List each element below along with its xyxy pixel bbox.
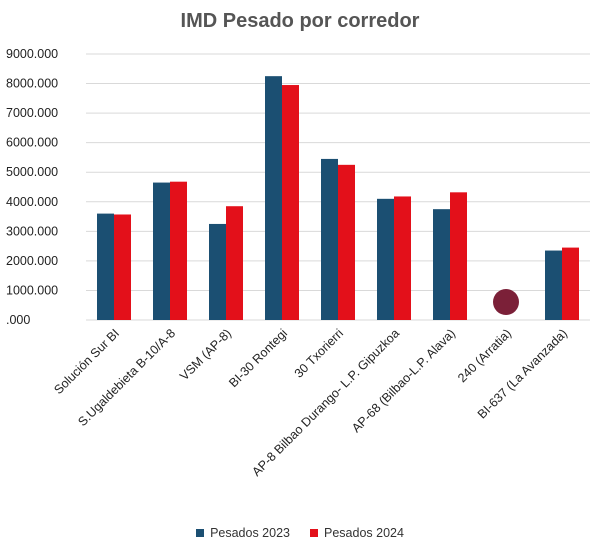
y-tick-label: .000 [6,313,30,327]
legend-swatch-2024 [310,529,318,537]
x-tick-label: VSM (AP-8) [177,326,234,383]
x-tick-label: AP-68 (Bilbao-L.P. Alava) [349,326,458,435]
bar-2023 [433,209,450,320]
y-tick-label: 1000.000 [6,283,58,297]
y-tick-label: 9000.000 [6,47,58,61]
legend: Pesados 2023 Pesados 2024 [0,526,600,540]
bar-2024 [394,196,411,320]
bar-2024 [114,214,131,320]
bar-2023 [209,223,226,320]
bar-2023 [545,250,562,320]
y-tick-label: 6000.000 [6,136,58,150]
bar-2024 [338,164,355,320]
bar-2024 [450,192,467,320]
bar-2024 [226,206,243,320]
x-tick-label: S.Ugaldebieta B-10/A-8 [75,326,178,429]
category-marker [493,289,519,315]
bar-2023 [321,158,338,320]
legend-label-2024: Pesados 2024 [324,526,404,540]
bar-2023 [97,213,114,320]
legend-item-2023: Pesados 2023 [196,526,290,540]
x-tick-label: 30 Txorierri [292,326,346,380]
y-tick-label: 3000.000 [6,224,58,238]
x-tick-label: BI-30 Rontegi [226,326,290,390]
bar-2023 [377,198,394,320]
bar-2024 [562,247,579,320]
legend-swatch-2023 [196,529,205,537]
bar-2024 [170,181,187,320]
y-tick-label: 2000.000 [6,254,58,268]
legend-item-2024: Pesados 2024 [310,526,404,540]
y-tick-label: 4000.000 [6,195,58,209]
x-tick-label: 240 (Arratia) [455,326,514,385]
chart-title: IMD Pesado por corredor [180,10,420,32]
y-tick-label: 8000.000 [6,77,58,91]
y-tick-label: 7000.000 [6,106,58,120]
legend-label-2023: Pesados 2023 [210,526,290,540]
bar-2023 [265,76,282,321]
bar-2024 [282,85,299,321]
bar-2023 [153,182,170,320]
y-tick-label: 5000.000 [6,165,58,179]
